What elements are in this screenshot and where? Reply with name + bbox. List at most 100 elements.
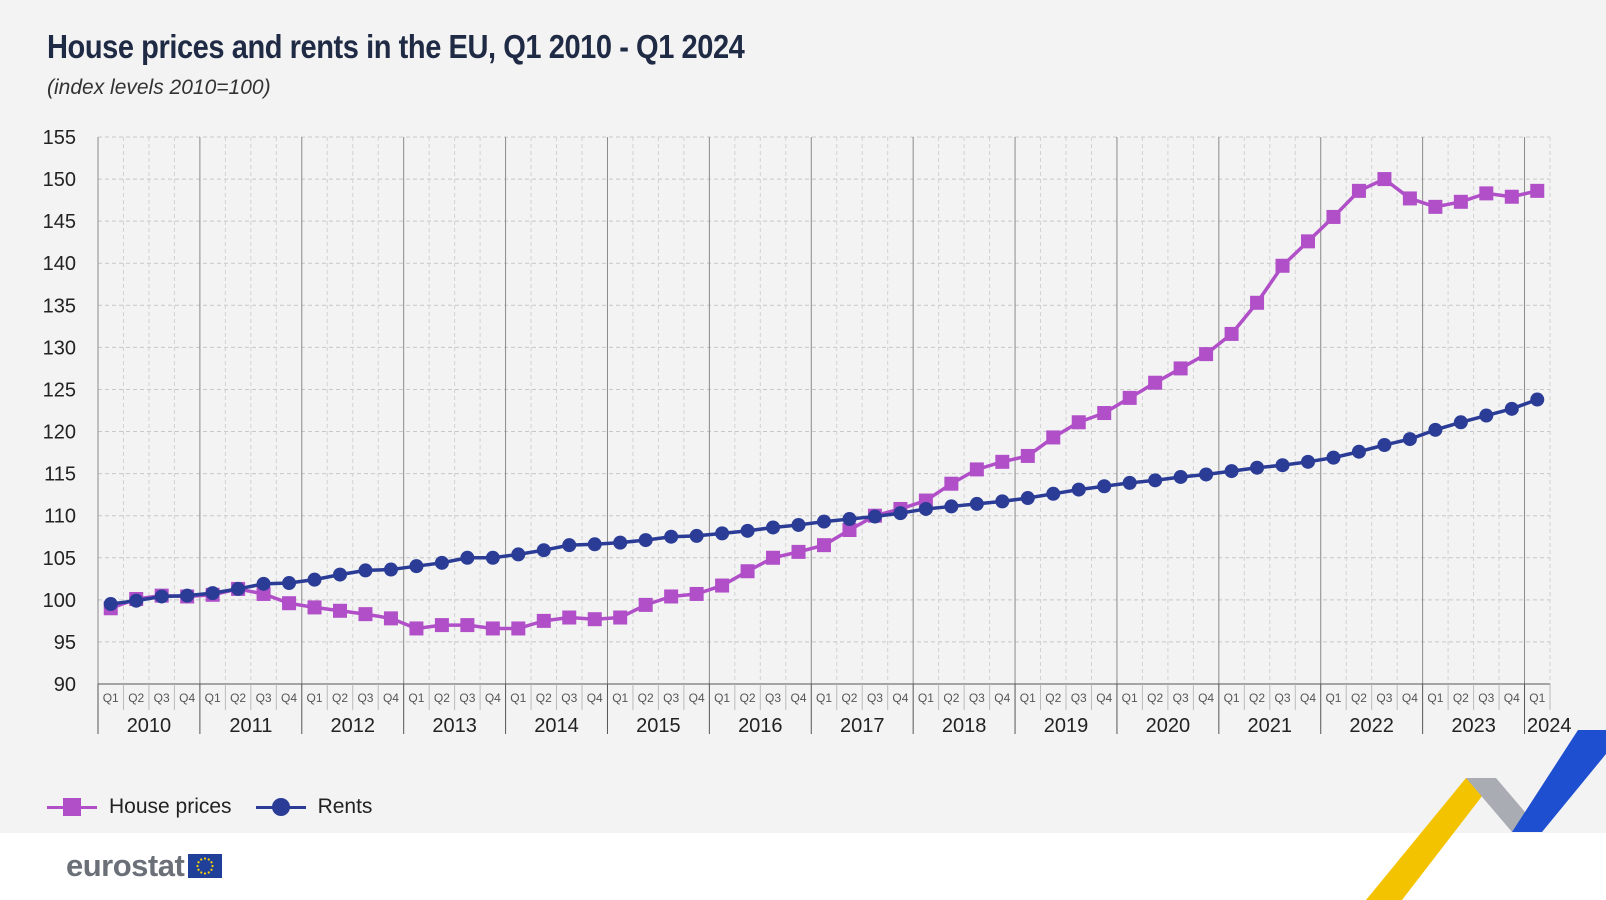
quarter-tick-label: Q4 xyxy=(485,691,501,705)
grid-layer xyxy=(97,136,1551,685)
house-prices-point xyxy=(1199,347,1214,362)
series-line-rents xyxy=(110,397,1538,606)
house-prices-point xyxy=(1071,415,1086,430)
quarter-tick-label: Q4 xyxy=(1504,691,1520,705)
year-tick-label: 2021 xyxy=(1248,715,1293,737)
quarter-tick-label: Q3 xyxy=(969,691,985,705)
house-prices-point xyxy=(333,603,347,618)
quarter-tick-label: Q1 xyxy=(1020,691,1036,705)
y-tick-label: 125 xyxy=(43,379,76,401)
flag-star xyxy=(200,858,203,861)
year-tick-label: 2014 xyxy=(534,715,579,737)
quarter-tick-label: Q4 xyxy=(994,691,1010,705)
flag-star xyxy=(197,861,200,864)
house-prices-point xyxy=(817,538,831,553)
rents-point xyxy=(1199,467,1214,482)
rents-point xyxy=(715,526,730,541)
rents-point xyxy=(1224,464,1239,479)
house-prices-point xyxy=(664,589,679,604)
house-prices-point xyxy=(1326,209,1341,224)
y-tick-label: 130 xyxy=(43,337,76,359)
rents-point xyxy=(944,499,959,514)
rents-point xyxy=(256,576,271,591)
rents-point xyxy=(282,576,297,591)
quarter-tick-label: Q2 xyxy=(638,691,654,705)
quarter-tick-label: Q3 xyxy=(357,691,373,705)
quarter-tick-label: Q1 xyxy=(918,691,934,705)
flag-star xyxy=(207,858,211,861)
house-prices-point xyxy=(1453,194,1468,209)
quarter-tick-label: Q1 xyxy=(816,691,832,705)
house-prices-point xyxy=(613,610,628,625)
house-prices-point xyxy=(409,621,424,636)
year-tick-label: 2023 xyxy=(1451,715,1496,737)
quarter-tick-label: Q1 xyxy=(103,691,119,705)
quarter-tick-label: Q1 xyxy=(307,691,323,705)
y-tick-label: 150 xyxy=(43,169,76,191)
quarter-tick-label: Q3 xyxy=(765,691,781,705)
house-prices-point xyxy=(1122,390,1137,405)
rents-point xyxy=(231,581,246,596)
quarter-tick-label: Q3 xyxy=(1173,691,1189,705)
quarter-tick-label: Q2 xyxy=(536,691,552,705)
y-tick-label: 115 xyxy=(44,464,76,486)
quarter-tick-label: Q4 xyxy=(1096,691,1112,705)
house-prices-point xyxy=(536,613,551,628)
quarter-tick-label: Q1 xyxy=(1325,691,1341,705)
quarter-tick-label: Q1 xyxy=(510,691,526,705)
rents-point xyxy=(1020,491,1035,506)
rents-point xyxy=(842,512,857,527)
axis-layer: 90 95 100 105 110 115 120 125 130 135 140 145 150 155… xyxy=(43,127,1572,737)
rents-point xyxy=(1122,475,1137,490)
rents-point xyxy=(536,543,551,558)
quarter-tick-label: Q2 xyxy=(1045,691,1061,705)
legend-label-rents: Rents xyxy=(317,795,373,818)
quarter-tick-label: Q3 xyxy=(663,691,679,705)
house-prices-point xyxy=(1402,191,1417,206)
flag-star xyxy=(200,871,203,874)
quarter-tick-label: Q2 xyxy=(740,691,756,705)
house-prices-point xyxy=(587,612,602,627)
house-prices-point xyxy=(1097,406,1112,421)
y-tick-label: 145 xyxy=(43,211,76,233)
quarter-tick-label: Q2 xyxy=(434,691,450,705)
quarter-tick-label: Q3 xyxy=(1478,691,1494,705)
rents-point xyxy=(511,547,526,562)
quarter-tick-label: Q4 xyxy=(689,691,705,705)
quarter-tick-label: Q4 xyxy=(281,691,297,705)
house-prices-point xyxy=(638,597,653,612)
quarter-tick-label: Q2 xyxy=(1453,691,1469,705)
quarter-tick-label: Q1 xyxy=(1122,691,1138,705)
rents-point xyxy=(358,563,373,578)
rents-point xyxy=(180,588,195,603)
house-prices-point xyxy=(256,586,271,601)
quarter-tick-label: Q4 xyxy=(791,691,807,705)
logo-text: eurostat xyxy=(66,848,185,883)
y-tick-label: 155 xyxy=(43,127,76,149)
rents-point xyxy=(1453,415,1468,430)
year-tick-label: 2013 xyxy=(432,715,477,737)
quarter-tick-label: Q2 xyxy=(332,691,348,705)
year-tick-label: 2020 xyxy=(1146,715,1191,737)
year-tick-label: 2022 xyxy=(1349,715,1394,737)
year-tick-label: 2024 xyxy=(1527,715,1572,737)
rents-point xyxy=(205,586,220,601)
flag-star xyxy=(207,871,211,874)
quarter-tick-label: Q4 xyxy=(383,691,399,705)
quarter-tick-label: Q1 xyxy=(714,691,730,705)
y-tick-label: 105 xyxy=(43,548,76,570)
rents-point xyxy=(995,494,1010,509)
quarter-tick-label: Q4 xyxy=(1198,691,1214,705)
house-prices-point xyxy=(434,618,449,633)
quarter-tick-label: Q2 xyxy=(1147,691,1163,705)
house-prices-point xyxy=(766,550,781,565)
house-prices-point xyxy=(383,611,398,626)
y-tick-label: 120 xyxy=(43,422,76,444)
rents-point xyxy=(1250,460,1265,475)
y-tick-label: 95 xyxy=(54,632,76,654)
house-prices-point xyxy=(689,586,704,601)
rents-point xyxy=(893,506,908,521)
quarter-tick-label: Q4 xyxy=(892,691,908,705)
house-prices-point xyxy=(1301,234,1315,249)
quarter-tick-label: Q3 xyxy=(561,691,577,705)
